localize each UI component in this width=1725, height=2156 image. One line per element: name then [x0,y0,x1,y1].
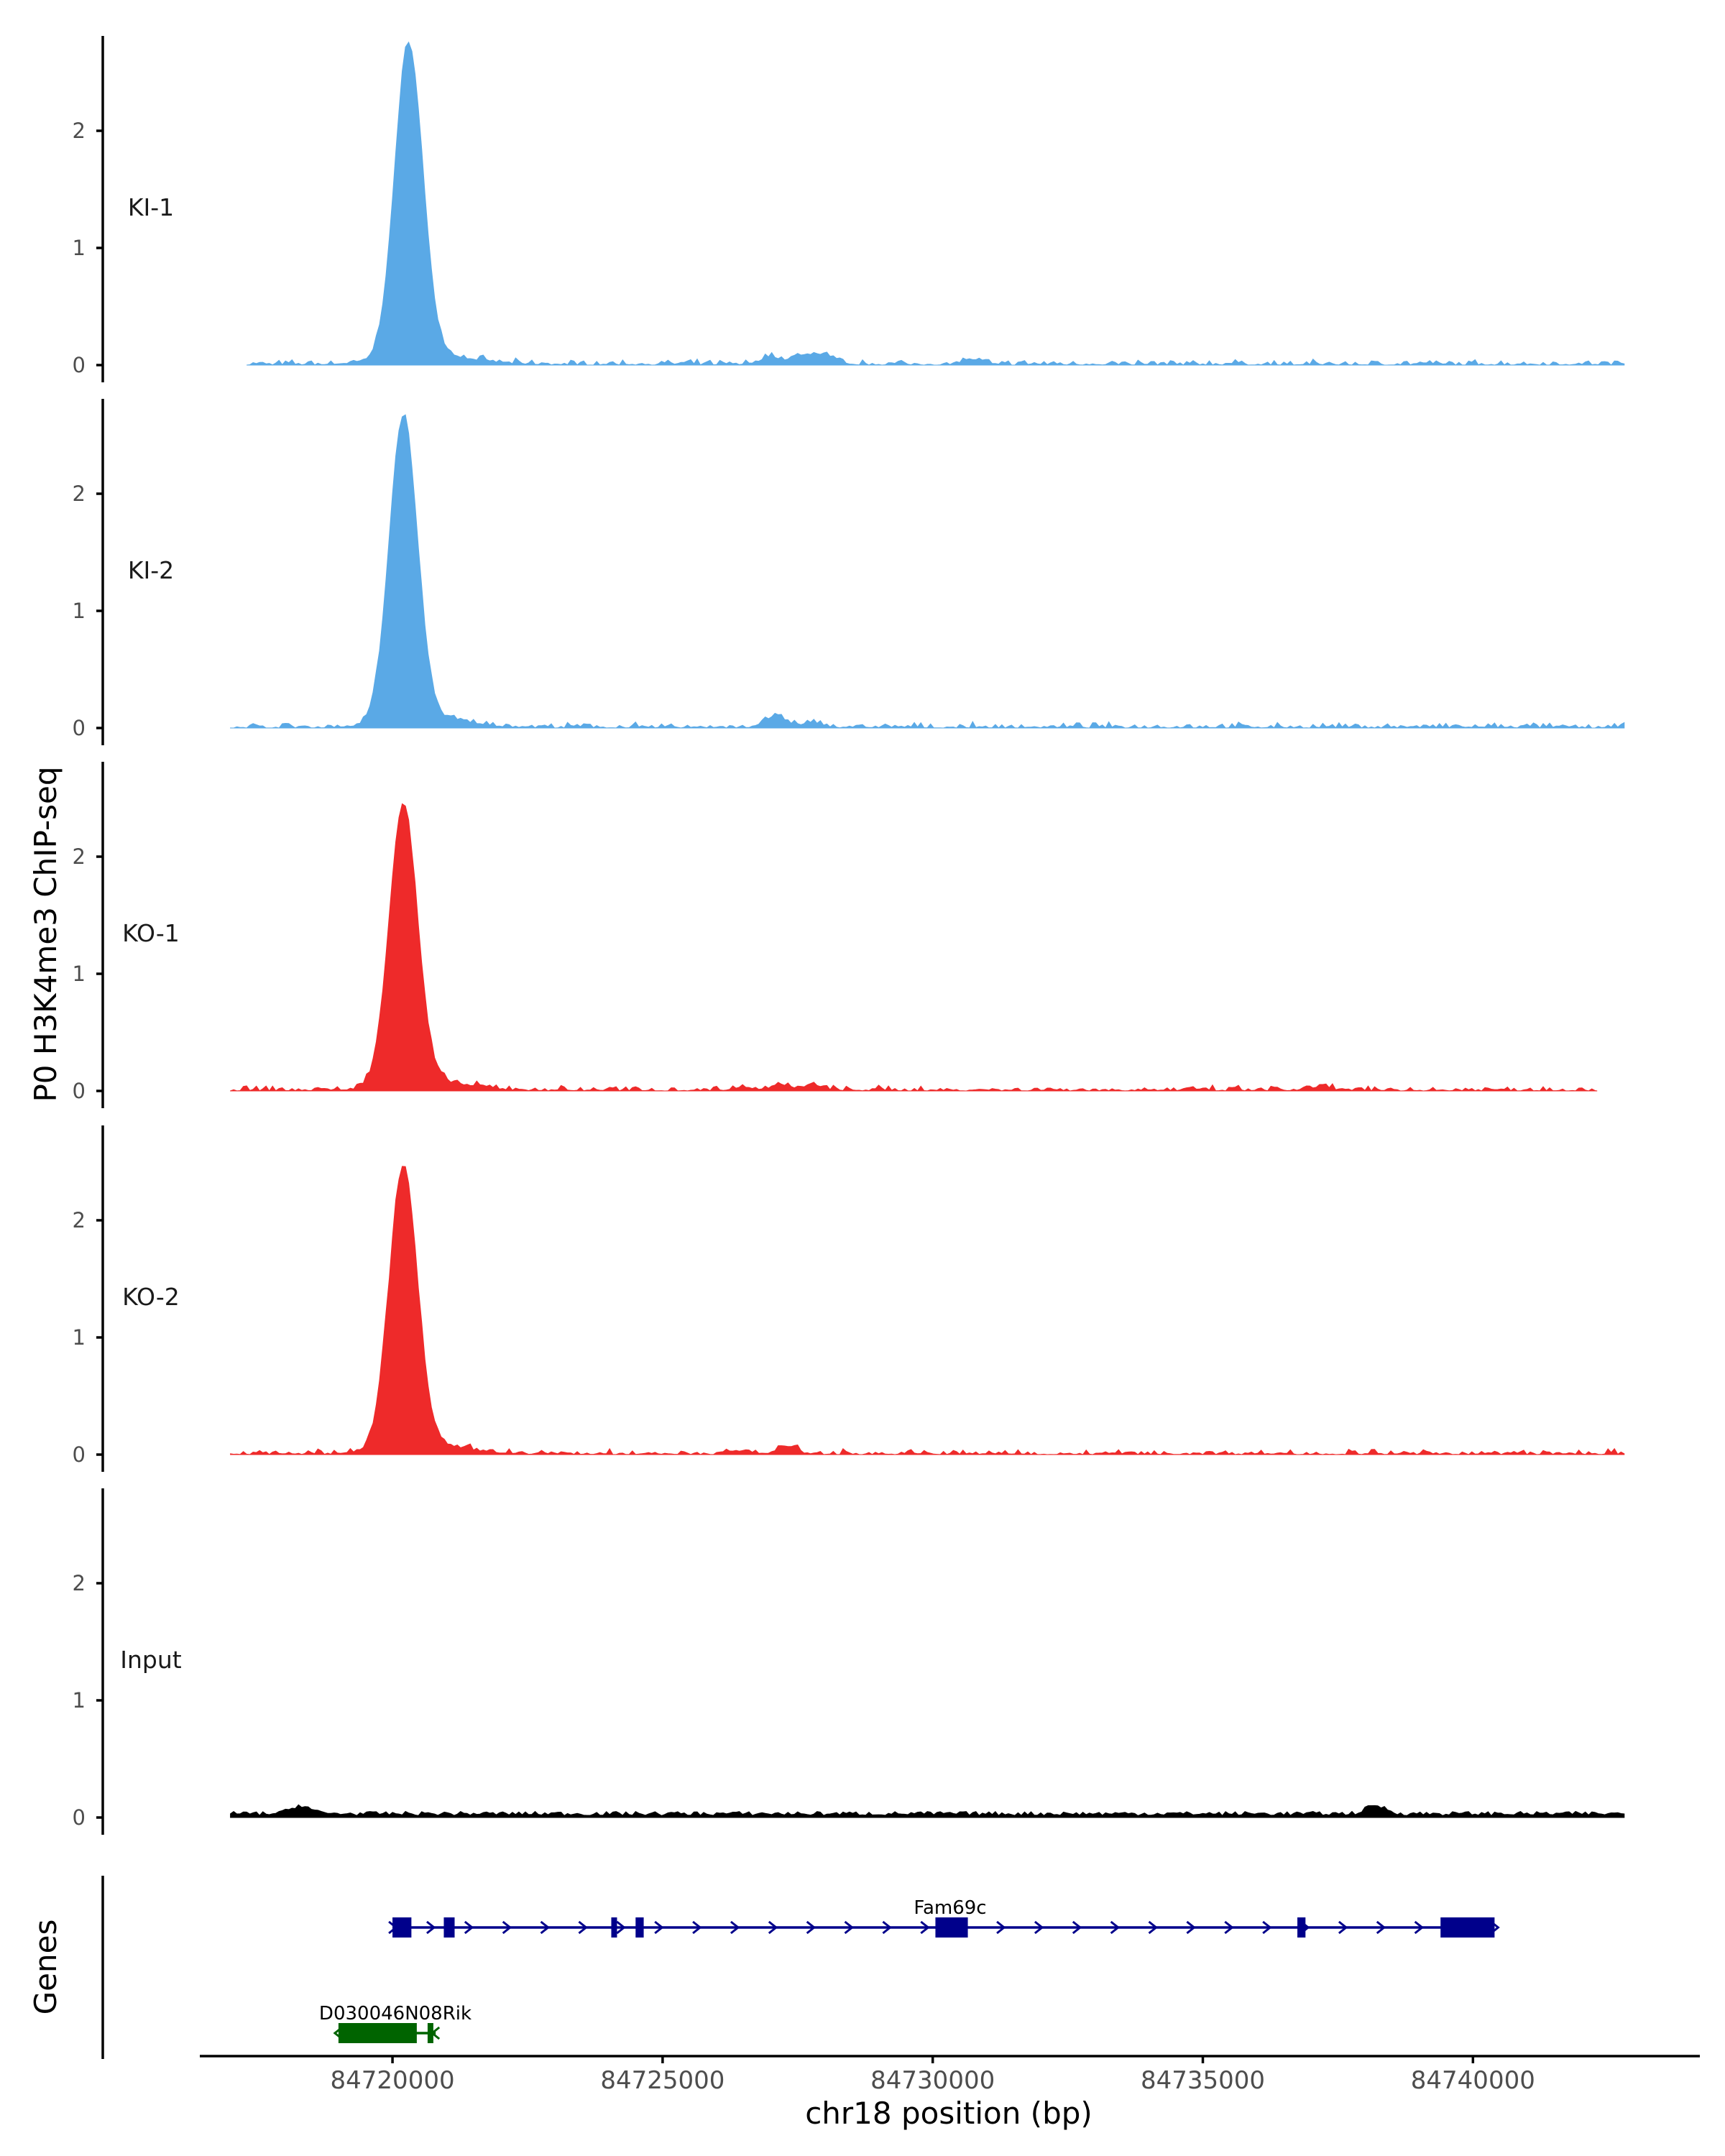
gene-exon [443,1917,455,1938]
strand-arrow [502,1920,512,1935]
signal-tracks: 0 1 2 KI-1 0 1 2 KI-2 0 1 2 KO-1 0 1 2 KO-2 0 1 2 Input [73,36,1625,1835]
strand-arrow [1148,1920,1158,1935]
strand-arrow [1414,1920,1425,1935]
track-label: KO-2 [122,1283,180,1311]
y-tick-label: 1 [73,962,86,986]
track-ki-2: 0 1 2 KI-2 [73,399,1625,745]
y-tick-label: 0 [73,1079,86,1103]
y-tick-label: 1 [73,599,86,623]
gene-d030046n08rik: D030046N08Rik [319,2003,472,2043]
strand-arrow [1224,1920,1234,1935]
track-label: KI-1 [128,193,174,221]
y-tick-label: 0 [73,716,86,740]
y-tick-label: 2 [73,844,86,869]
track-label: Input [120,1646,182,1674]
strand-arrow [1072,1920,1082,1935]
track-label: KO-1 [122,919,180,947]
x-tick-label: 84720000 [331,2066,455,2095]
gene-exon [1440,1917,1495,1938]
signal-area-ki-1 [247,41,1625,366]
x-tick-label: 84740000 [1411,2066,1535,2095]
y-tick-label: 1 [73,1688,86,1713]
gene-fam69c: Fam69c [388,1897,1500,1938]
y-tick-label: 2 [73,1208,86,1233]
x-tick-label: 84725000 [600,2066,724,2095]
strand-arrow [882,1920,892,1935]
track-ki-1: 0 1 2 KI-1 [73,36,1625,382]
strand-arrow [1376,1920,1386,1935]
strand-arrow [616,1920,626,1935]
track-ko-1: 0 1 2 KO-1 [73,762,1598,1108]
strand-arrow [578,1920,588,1935]
gene-name-label: D030046N08Rik [319,2003,472,2024]
x-tick-label: 84735000 [1141,2066,1265,2095]
track-ko-2: 0 1 2 KO-2 [73,1125,1625,1472]
y-tick-label: 0 [73,1442,86,1467]
y-tick-label: 1 [73,1325,86,1350]
gene-exon [427,2023,433,2043]
gene-exon [611,1917,617,1938]
y-tick-label: 0 [73,353,86,377]
gene-annotation-panel: Fam69c D030046N08Rik [101,1876,1500,2059]
gene-exon [935,1917,968,1938]
track-label: KI-2 [128,556,174,584]
y-tick-label: 2 [73,119,86,143]
gene-name-label: Fam69c [914,1897,986,1919]
genes-panel-title: Genes [28,1920,63,2015]
signal-area-ko-2 [230,1166,1625,1455]
strand-arrow [464,1920,474,1935]
strand-arrow [1338,1920,1348,1935]
gene-exon [338,2023,417,2043]
signal-area-ki-2 [230,414,1625,729]
strand-arrow [844,1920,854,1935]
strand-arrow [426,1920,436,1935]
gene-exon [635,1917,644,1938]
strand-arrow [1034,1920,1044,1935]
y-axis-title: P0 H3K4me3 ChIP-seq [28,766,63,1102]
x-axis: 84720000 84725000 84730000 84735000 84740000 [200,2055,1700,2095]
x-axis-title: chr18 position (bp) [805,2096,1092,2131]
strand-arrow [730,1920,740,1935]
y-tick-label: 1 [73,236,86,260]
track-input: 0 1 2 Input [73,1488,1625,1835]
y-tick-label: 2 [73,1571,86,1595]
signal-area-ko-1 [230,803,1598,1092]
x-tick-label: 84730000 [870,2066,995,2095]
strand-arrow [654,1920,664,1935]
strand-arrow [540,1920,550,1935]
strand-arrow [1262,1920,1272,1935]
signal-area-input [230,1804,1625,1818]
strand-arrow [920,1920,930,1935]
strand-arrow [1110,1920,1121,1935]
y-tick-label: 0 [73,1805,86,1830]
strand-arrow [1186,1920,1196,1935]
gene-exon [392,1917,412,1938]
gene-exon [1297,1917,1306,1938]
y-tick-label: 2 [73,482,86,506]
strand-arrow [806,1920,816,1935]
strand-arrow [996,1920,1006,1935]
strand-arrow [692,1920,702,1935]
strand-arrow [768,1920,778,1935]
